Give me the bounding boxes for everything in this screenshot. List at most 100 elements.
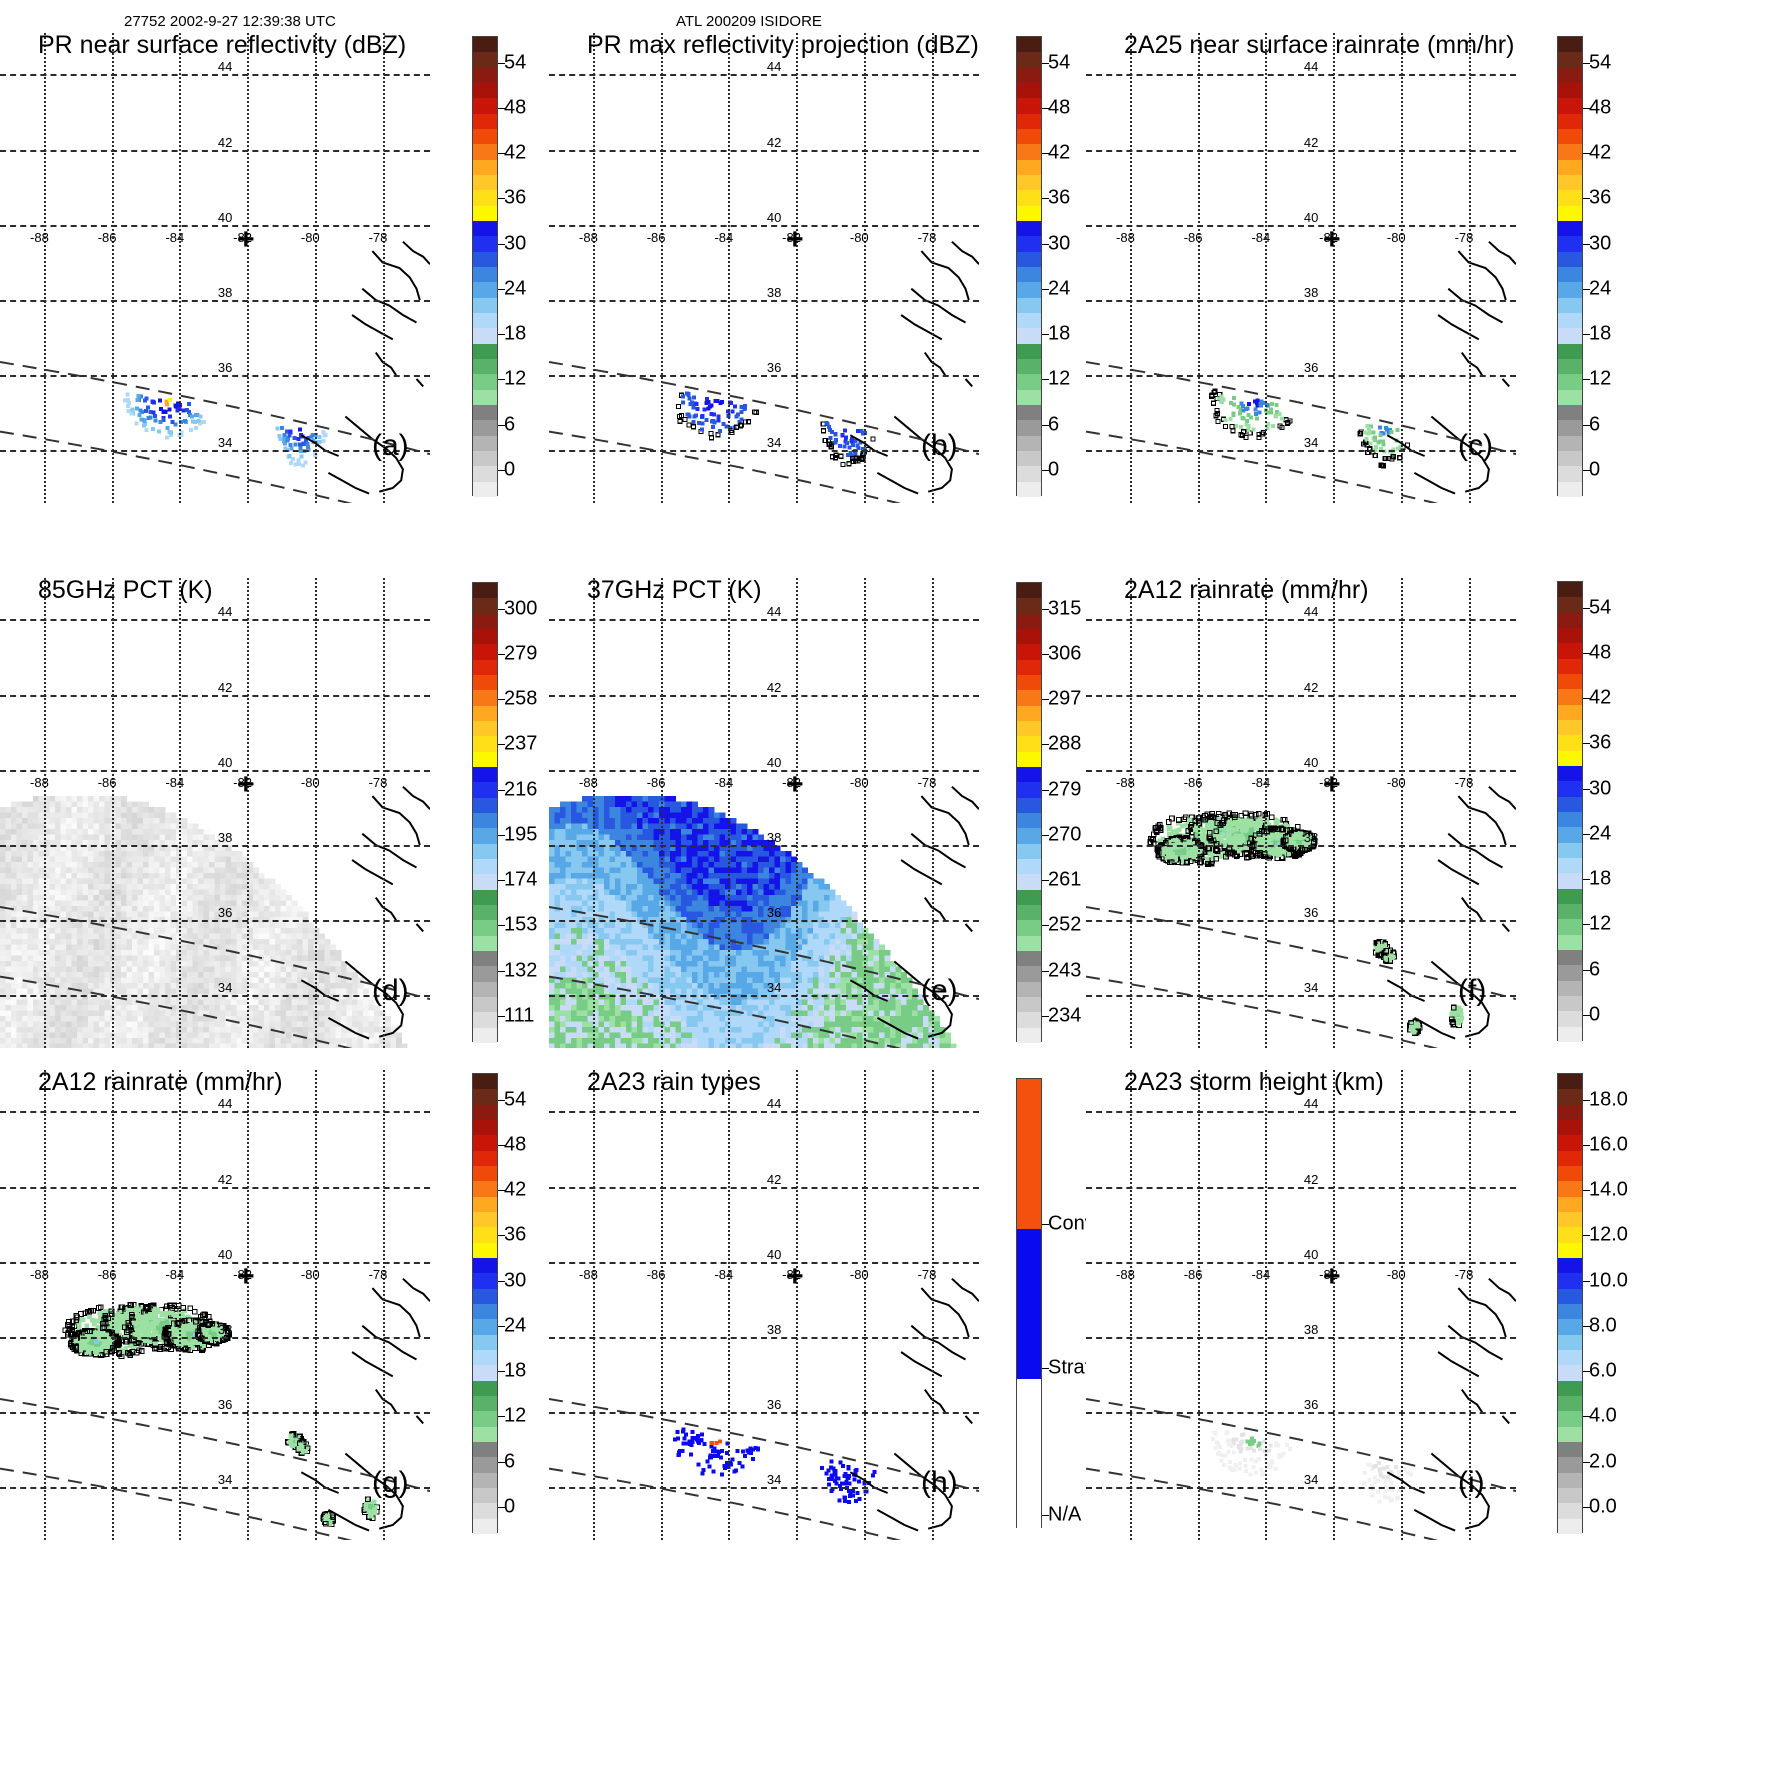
colorbar-segment (473, 1012, 497, 1028)
lon-tick-label: -82 (1319, 229, 1338, 245)
colorbar-tick-mark (1042, 1015, 1049, 1017)
lat-tick-label: 38 (1303, 284, 1319, 300)
colorbar-segment (473, 374, 497, 390)
colorbar-tick-label: 252 (1048, 913, 1082, 936)
lat-tick-label: 34 (1303, 980, 1319, 996)
storm-center-marker: + (1323, 1259, 1341, 1293)
colorbar-segment (1558, 842, 1582, 858)
colorbar-segment (1558, 1242, 1582, 1258)
lon-tick-label: -88 (579, 1266, 598, 1282)
colorbar-tick-mark (1583, 153, 1590, 155)
lon-tick-label: -86 (1183, 229, 1203, 245)
colorbar-tick-label: 36 (1048, 186, 1071, 209)
colorbar-tick-label: 36 (504, 1223, 527, 1246)
overlay-f (1086, 785, 1516, 1048)
colorbar-segment (1558, 174, 1582, 191)
colorbar-segment (1558, 282, 1582, 298)
lat-tick-label: 42 (766, 1171, 782, 1187)
colorbar-tick-mark (1583, 743, 1590, 745)
panel-title-b: PR max reflectivity projection (dBZ) (587, 31, 979, 59)
map-area-a: -88 -86 -84 -82 -80 -78 44 42 40 38 36 34 + (a) (0, 33, 430, 503)
colorbar-tick-label: 111 (504, 1004, 535, 1027)
colorbar-segment (1017, 251, 1041, 267)
lat-tick-label: 38 (766, 284, 782, 300)
colorbar-tick-label: 54 (1589, 596, 1612, 619)
colorbar-segment (1558, 450, 1582, 467)
colorbar-segment (1558, 857, 1582, 874)
colorbar-tick-mark (1583, 1325, 1590, 1327)
colorbar-tick-label: 42 (504, 1178, 527, 1201)
lon-tick-label: -80 (1386, 229, 1406, 245)
colorbar-segment (1017, 312, 1041, 329)
lat-tick-label: 40 (1303, 754, 1319, 770)
lat-tick-label: 34 (1303, 435, 1319, 451)
colorbar-segment (473, 690, 497, 706)
colorbar-segment (1017, 1229, 1041, 1379)
colorbar-segment (1558, 1119, 1582, 1136)
colorbar-segment (1017, 1079, 1041, 1229)
colorbar-segment (1558, 190, 1582, 206)
colorbar-tick-mark (498, 107, 505, 109)
colorbar-segment (1017, 236, 1041, 252)
lat-tick-label: 40 (217, 209, 233, 225)
colorbar-segment (473, 1257, 497, 1274)
colorbar-tick-label: 261 (1048, 868, 1082, 891)
lon-tick-label: -82 (1319, 774, 1338, 790)
panel-title-i: 2A23 storm height (km) (1124, 1068, 1384, 1096)
lat-tick-label: 34 (1303, 1472, 1319, 1488)
colorbar-tick-mark (498, 699, 505, 701)
colorbar-segment (473, 67, 497, 83)
colorbar-tick-label: 12.0 (1589, 1223, 1628, 1246)
colorbar-segment (1558, 1135, 1582, 1151)
lon-tick-label: -82 (233, 1266, 252, 1282)
colorbar-tick-mark (1583, 1190, 1590, 1192)
colorbar-tick-mark (498, 653, 505, 655)
colorbar-tick-mark (1583, 1014, 1590, 1016)
storm-center-marker: + (237, 222, 255, 256)
lat-tick-label: 42 (1303, 679, 1319, 695)
colorbar-segment (1017, 374, 1041, 390)
colorbar-tick-mark (1042, 653, 1049, 655)
colorbar-tick-mark (1583, 243, 1590, 245)
colorbar-segment (473, 389, 497, 405)
colorbar-tick-mark (1583, 969, 1590, 971)
colorbar-tick-label: 24 (504, 1314, 527, 1337)
colorbar-tick-label: 36 (1589, 186, 1612, 209)
colorbar-tick-label: 54 (504, 1088, 527, 1111)
overlay-e (549, 785, 979, 1048)
colorbar-segment (1017, 935, 1041, 951)
colorbar-segment (1558, 1457, 1582, 1473)
colorbar-segment (1017, 966, 1041, 982)
colorbar-tick-mark (1583, 1506, 1590, 1508)
colorbar-segment (473, 766, 497, 783)
colorbar-tick-label: 42 (1589, 141, 1612, 164)
colorbar-segment (473, 236, 497, 252)
colorbar-segment (473, 705, 497, 721)
overlay-h (549, 1277, 979, 1540)
lat-tick-label: 38 (766, 1321, 782, 1337)
colorbar-tick-label: 8.0 (1589, 1314, 1617, 1337)
colorbar-tick-mark (498, 334, 505, 336)
colorbar-tick-mark (498, 1235, 505, 1237)
lon-tick-label: -84 (165, 774, 185, 790)
colorbar-segment (473, 1135, 497, 1151)
lon-tick-label: -78 (917, 774, 937, 790)
colorbar-segment (1558, 673, 1582, 690)
colorbar-segment (1558, 1380, 1582, 1396)
colorbar-segment (1558, 903, 1582, 920)
colorbar-segment (1017, 613, 1041, 629)
lon-tick-label: -86 (1183, 774, 1203, 790)
colorbar-segment (1558, 765, 1582, 782)
colorbar-segment (473, 1426, 497, 1442)
colorbar-segment (473, 312, 497, 329)
colorbar-tick-label: 237 (504, 732, 538, 755)
colorbar-segment (1558, 1181, 1582, 1197)
lon-tick-label: -86 (97, 774, 117, 790)
colorbar-segment (473, 1104, 497, 1120)
colorbar-segment (473, 1365, 497, 1381)
lon-tick-label: -78 (368, 229, 388, 245)
panel-d: -88 -86 -84 -82 -80 -78 44 42 40 38 36 34 + (d) 85GHz … (0, 576, 560, 1048)
colorbar-tick-label: 16.0 (1589, 1133, 1628, 1156)
panel-b: -88 -86 -84 -82 -80 -78 44 42 40 38 36 34 + (b) PR max… (549, 31, 1109, 503)
colorbar-segment (473, 328, 497, 344)
